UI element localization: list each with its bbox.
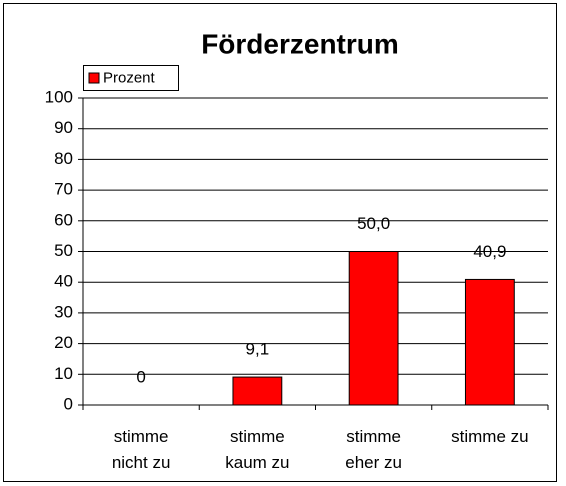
y-tick-label: 70 [54,180,73,199]
x-tick-label: stimme zu [451,427,529,446]
y-tick-label: 0 [64,394,73,413]
y-tick-label: 90 [54,118,73,137]
x-tick-label: stimme eher zu [345,427,402,472]
value-label: 0 [136,367,145,386]
chart-title: Förderzentrum [201,28,399,59]
bar [348,251,399,406]
y-tick-label: 10 [54,364,73,383]
y-tick-label: 50 [54,241,73,260]
value-label: 9,1 [246,340,270,359]
legend-label: Prozent [103,69,156,86]
x-tick-label: stimme nicht zu [111,427,171,472]
value-label: 40,9 [473,242,506,261]
y-tick-label: 80 [54,149,73,168]
bar [464,278,515,406]
x-tick-label: stimme kaum zu [225,427,290,472]
y-tick-label: 60 [54,210,73,229]
legend-swatch [88,72,100,84]
y-tick-label: 40 [54,272,73,291]
y-tick-label: 30 [54,302,73,321]
chart-border [3,3,557,482]
y-tick-label: 100 [45,87,73,106]
y-tick-label: 20 [54,333,73,352]
bar [232,376,283,406]
value-label: 50,0 [357,214,390,233]
